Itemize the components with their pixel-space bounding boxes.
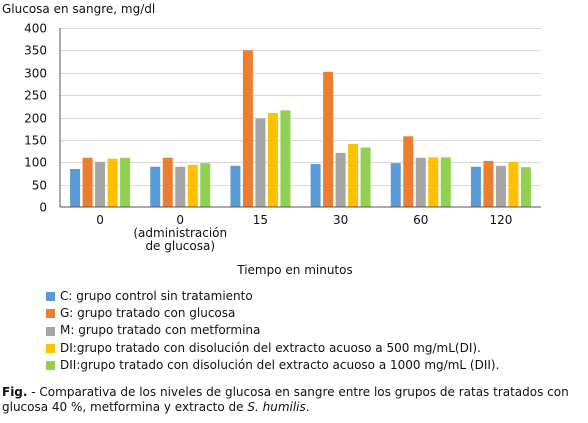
legend-swatch (46, 343, 55, 353)
bar (280, 110, 291, 207)
caption-end: . (305, 400, 310, 414)
caption-species: S. humilis (247, 400, 306, 414)
bar (267, 113, 278, 207)
bar (415, 157, 426, 207)
bar (70, 168, 81, 207)
legend-item: G: grupo tratado con glucosa (46, 305, 499, 322)
bar (242, 50, 253, 207)
bar (390, 163, 401, 207)
bar (440, 157, 451, 207)
legend-item: C: grupo control sin tratamiento (46, 288, 499, 305)
bar (200, 163, 211, 207)
bar (310, 164, 321, 207)
bar (495, 165, 506, 207)
legend-swatch (46, 309, 55, 319)
x-axis-label: Tiempo en minutos (236, 263, 352, 277)
legend-item: DI:grupo tratado con disolución del extr… (46, 340, 499, 357)
y-tick-label: 350 (24, 44, 47, 58)
bar (428, 157, 439, 207)
bar (520, 167, 531, 207)
bar (470, 166, 481, 207)
bar (360, 147, 371, 207)
y-tick-label: 400 (24, 22, 47, 36)
y-tick-label: 300 (24, 67, 47, 81)
bar (95, 161, 106, 207)
bar (107, 158, 118, 207)
bar (508, 161, 519, 207)
y-tick-label: 250 (24, 89, 47, 103)
x-tick-label: 15 (253, 213, 268, 227)
bar (323, 71, 334, 207)
figure-caption: Fig. - Comparativa de los niveles de glu… (2, 385, 586, 415)
bar (403, 136, 414, 207)
bar (255, 118, 266, 207)
y-tick-label: 200 (24, 112, 47, 126)
bar (150, 166, 161, 207)
x-tick-label: 120 (489, 213, 512, 227)
bars (70, 50, 531, 207)
bar (120, 157, 131, 207)
x-tick-label: 60 (413, 213, 428, 227)
legend-label: G: grupo tratado con glucosa (60, 306, 236, 321)
caption-text: - Comparativa de los niveles de glucosa … (2, 385, 569, 414)
bar (230, 165, 241, 207)
legend-item: DII:grupo tratado con disolución del ext… (46, 357, 499, 374)
legend-label: DII:grupo tratado con disolución del ext… (60, 357, 500, 372)
bar (335, 152, 346, 207)
x-tick-label: (administración (133, 226, 227, 240)
chart-legend: C: grupo control sin tratamiento G: grupo… (46, 288, 499, 374)
bar (187, 164, 198, 207)
y-tick-label: 150 (24, 134, 47, 148)
y-tick-label: 50 (32, 179, 47, 193)
bar (348, 143, 359, 207)
legend-swatch (46, 292, 55, 302)
legend-label: C: grupo control sin tratamiento (60, 289, 253, 303)
y-tick-label: 100 (24, 156, 47, 170)
y-tick-labels: 0 50 100 150 200 250 300 350 400 (24, 22, 47, 215)
legend-label: M: grupo tratado con metformina (60, 323, 261, 338)
x-tick-label: 30 (333, 213, 348, 227)
caption-label: Fig. (2, 385, 28, 399)
bar (82, 157, 93, 207)
legend-swatch (46, 326, 55, 336)
x-tick-label: 0 (176, 213, 184, 227)
legend-item: M: grupo tratado con metformina (46, 322, 499, 339)
y-axis-label: Glucosa en sangre, mg/dl (2, 2, 155, 16)
y-tick-label: 0 (39, 201, 47, 215)
gridlines (60, 28, 541, 186)
x-tick-label: de glucosa) (145, 239, 215, 253)
legend-swatch (46, 360, 55, 370)
bar (162, 157, 173, 207)
blood-glucose-bar-chart: Glucosa en sangre, mg/dl 050100150200250… (2, 2, 541, 277)
bar (175, 166, 186, 207)
legend-label: DI:grupo tratado con disolución del extr… (60, 340, 481, 355)
bar (483, 160, 494, 207)
x-tick-label: 0 (96, 213, 104, 227)
